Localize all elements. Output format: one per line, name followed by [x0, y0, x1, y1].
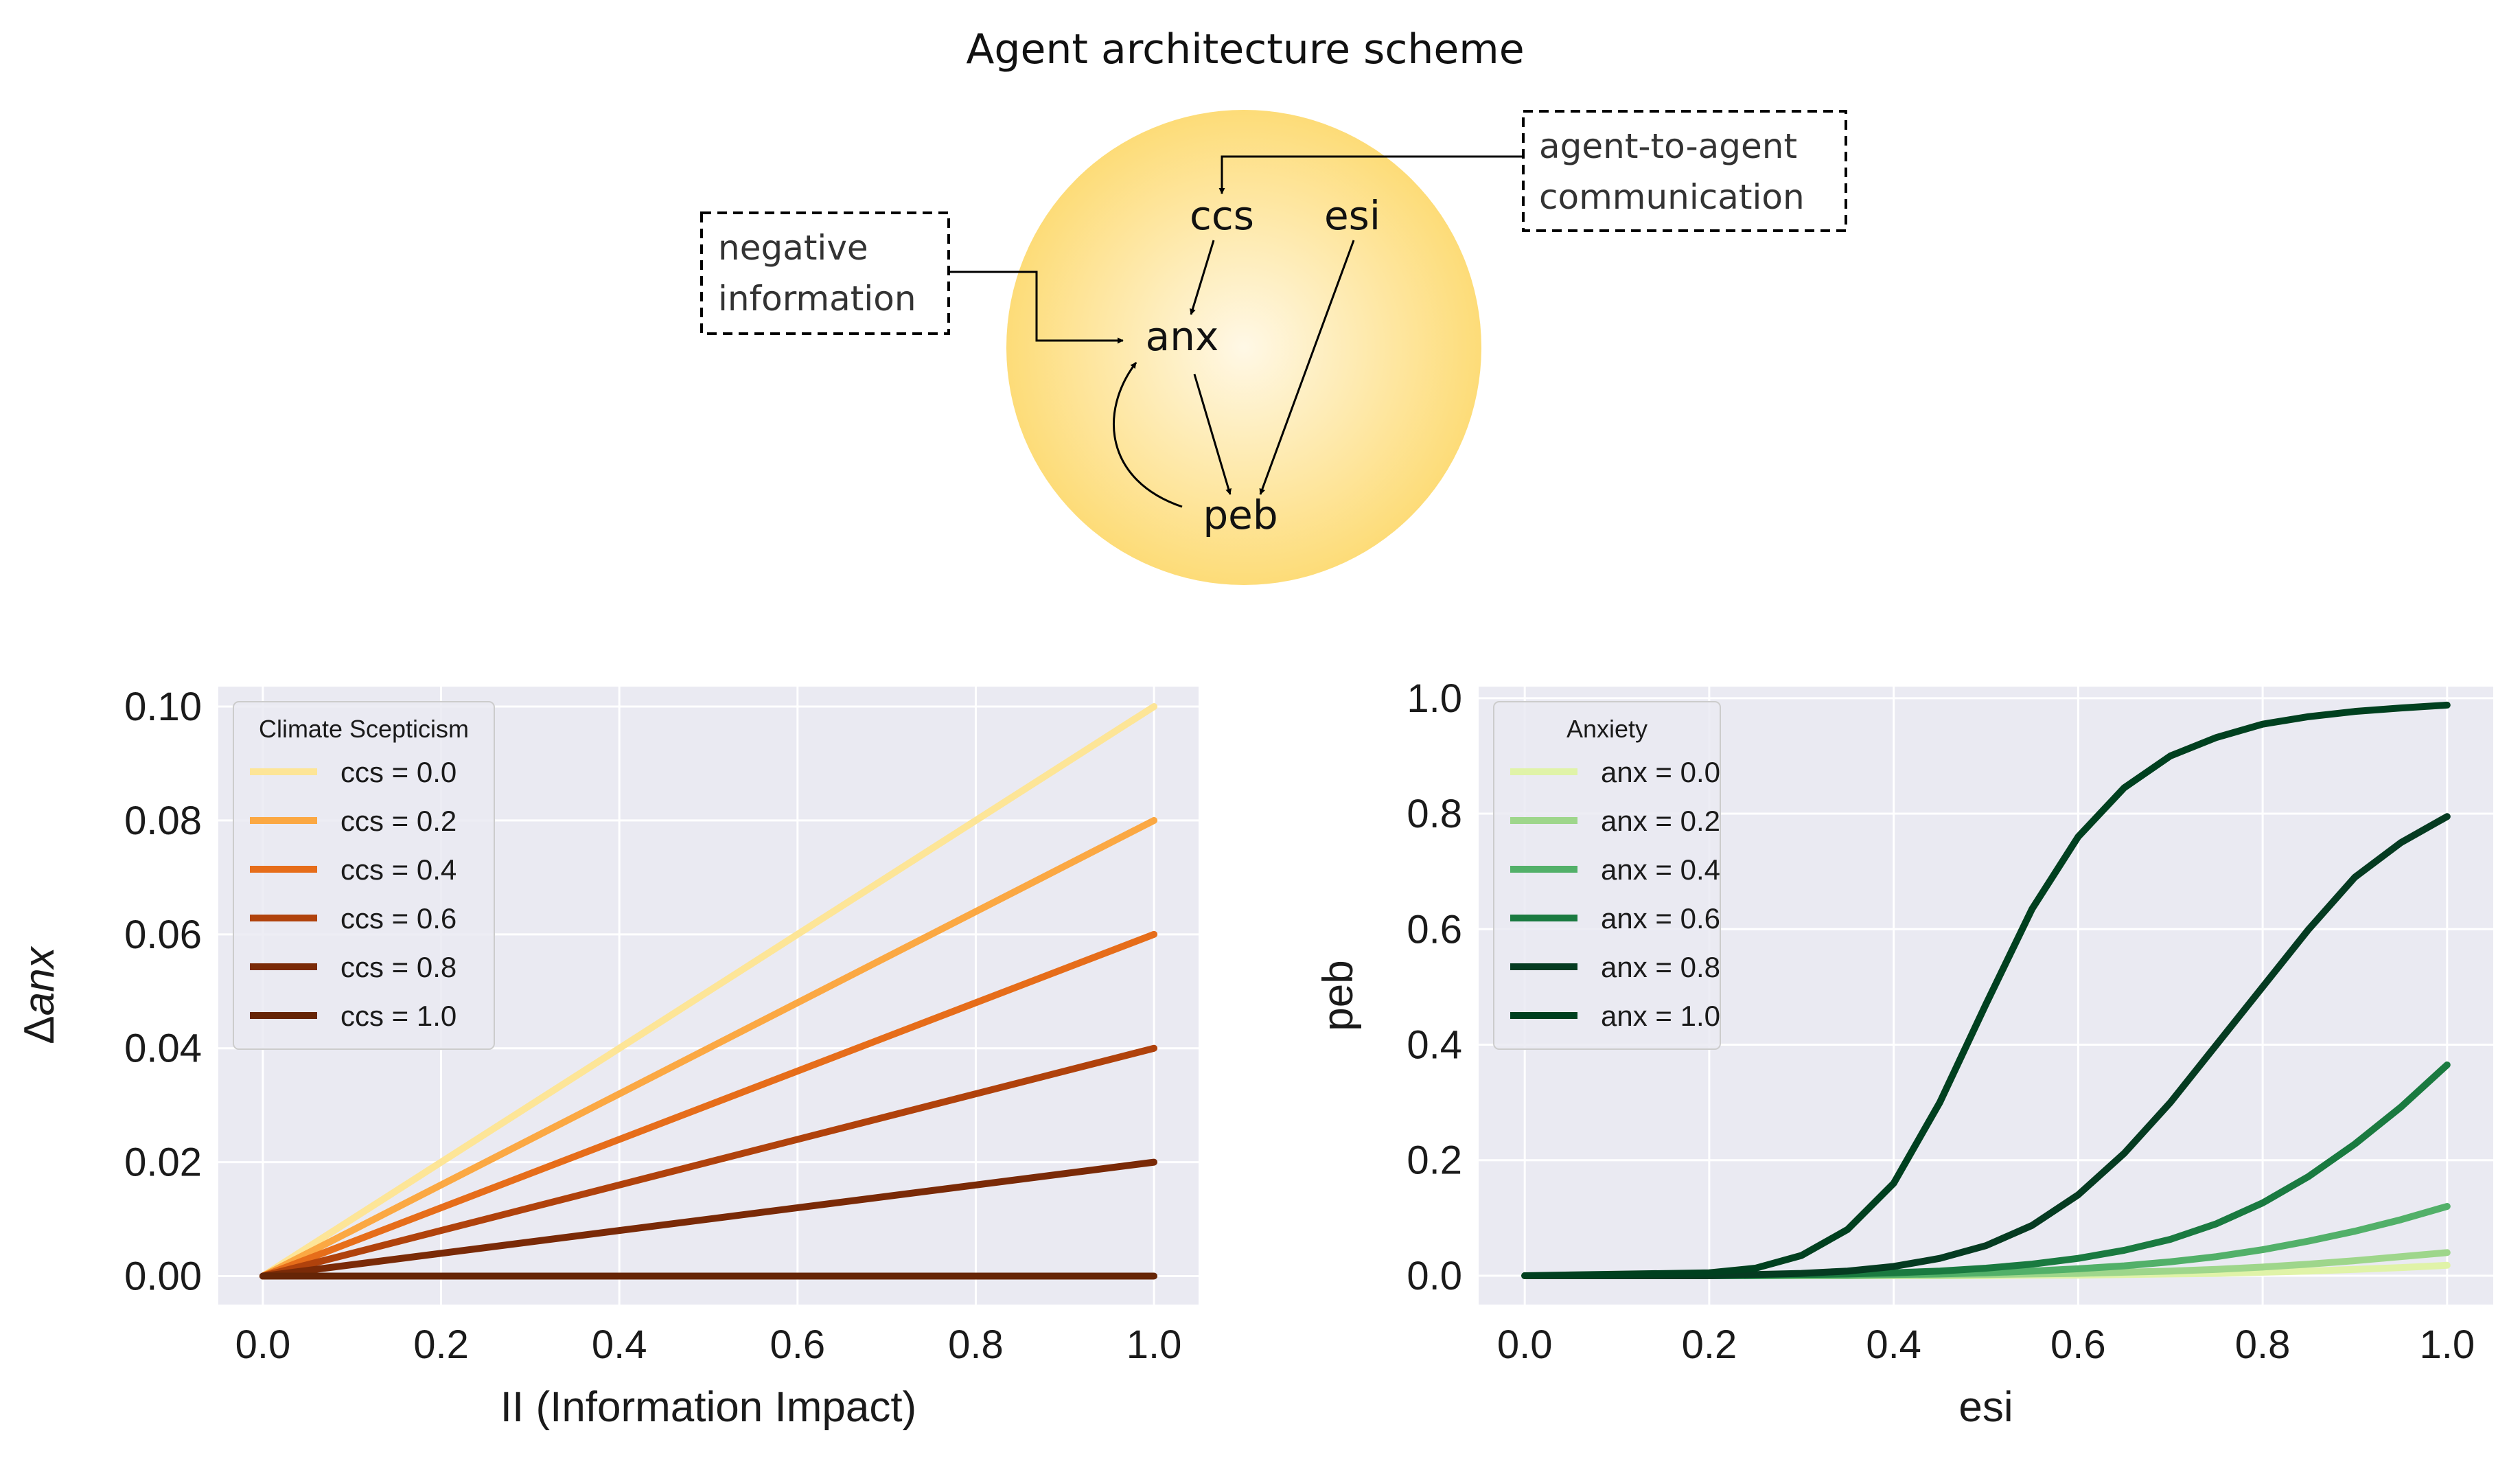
x-tick-label: 0.2: [413, 1322, 469, 1367]
x-tick-label: 0.4: [1866, 1322, 1921, 1367]
legend-entry: ccs = 0.4: [340, 853, 456, 886]
legend-box: [1493, 701, 1721, 1050]
legend-entry: ccs = 0.6: [340, 902, 456, 934]
x-tick-label: 0.8: [948, 1322, 1004, 1367]
legend-entry: ccs = 0.8: [340, 951, 456, 983]
legend-entry: anx = 0.8: [1601, 951, 1720, 983]
series-line: [259, 816, 1158, 1280]
x-tick-label: 0.8: [2235, 1322, 2291, 1367]
x-tick-label: 1.0: [2419, 1322, 2475, 1367]
architecture-diagram: Agent architecture scheme ccs esi anx pe…: [700, 25, 1847, 585]
x-tick-label: 0.0: [235, 1322, 291, 1367]
legend-entry: anx = 0.0: [1601, 756, 1720, 788]
node-peb: peb: [1203, 492, 1278, 538]
y-tick-label: 0.2: [1407, 1138, 1462, 1183]
x-axis-label: II (Information Impact): [500, 1384, 916, 1431]
x-tick-label: 0.0: [1497, 1322, 1553, 1367]
series-lines: [259, 703, 1158, 1280]
negative-information-box: [700, 211, 950, 335]
diagram-title: Agent architecture scheme: [966, 25, 1524, 73]
y-axis-label-anx: anx: [16, 945, 63, 1016]
series-line: [259, 930, 1158, 1280]
x-tick-label: 0.6: [770, 1322, 825, 1367]
agent-box-line-2: communication: [1539, 177, 1805, 217]
legend-title: Anxiety: [1567, 715, 1648, 743]
legend: Anxiety anx = 0.0 anx = 0.2 anx = 0.4 anx = …: [1493, 701, 1721, 1050]
series-line: [1521, 701, 2451, 1279]
arrow-anx-feedback: [1113, 362, 1183, 508]
node-anx: anx: [1146, 313, 1219, 360]
legend-entry: ccs = 0.2: [340, 805, 456, 837]
tick-labels: 0.0 0.2 0.4 0.6 0.8 1.0 0.00 0.02 0.04 0.06 0.08 0.…: [124, 685, 1181, 1367]
legend-entry: anx = 1.0: [1601, 1000, 1720, 1032]
x-axis-label: esi: [1958, 1384, 2013, 1431]
series-line: [259, 1158, 1158, 1280]
arrow-negative-anx: [949, 271, 1124, 344]
series-line: [259, 703, 1158, 1280]
legend-box: [233, 701, 495, 1050]
y-tick-label: 0.00: [124, 1254, 202, 1299]
x-tick-label: 0.2: [1682, 1322, 1737, 1367]
arrow-agent-ccs: [1218, 155, 1523, 194]
x-tick-label: 0.4: [592, 1322, 647, 1367]
y-axis-label: peb: [1315, 960, 1362, 1031]
series-lines: [1521, 701, 2451, 1279]
y-axis-label-delta: Δ: [16, 1016, 63, 1044]
y-tick-label: 0.6: [1407, 907, 1462, 952]
y-tick-label: 0.8: [1407, 792, 1462, 836]
legend-entry: anx = 0.2: [1601, 805, 1720, 837]
arrow-ccs-anx: [1190, 240, 1215, 315]
chart-delta-anx: 0.0 0.2 0.4 0.6 0.8 1.0 0.00 0.02 0.04 0.06 0.08 0.…: [16, 685, 1199, 1431]
negative-box-line-1: negative: [718, 228, 868, 268]
agent-communication-box: [1522, 110, 1847, 232]
x-tick-label: 1.0: [1126, 1322, 1182, 1367]
agent-box-line-1: agent-to-agent: [1539, 126, 1797, 166]
negative-box-line-2: information: [718, 279, 916, 319]
y-tick-label: 0.06: [124, 913, 202, 957]
y-tick-label: 0.0: [1407, 1254, 1462, 1298]
y-tick-label: 0.4: [1407, 1022, 1462, 1067]
legend-entry: anx = 0.6: [1601, 902, 1720, 934]
legend-entry: anx = 0.4: [1601, 853, 1720, 886]
y-tick-label: 0.10: [124, 685, 202, 729]
y-tick-label: 0.02: [124, 1140, 202, 1185]
series-line: [1521, 813, 2451, 1279]
chart-peb: 0.0 0.2 0.4 0.6 0.8 1.0 0.0 0.2 0.4 0.6 0.8 1.0 esi…: [1315, 676, 2493, 1431]
y-tick-label: 0.08: [124, 799, 202, 843]
legend-entry: ccs = 0.0: [340, 756, 456, 788]
legend-title: Climate Scepticism: [259, 715, 469, 743]
x-tick-label: 0.6: [2050, 1322, 2106, 1367]
node-ccs: ccs: [1190, 192, 1254, 239]
arrow-esi-peb: [1259, 240, 1355, 495]
y-tick-label: 1.0: [1407, 676, 1462, 721]
arrow-anx-peb: [1193, 374, 1232, 495]
legend-entry: ccs = 1.0: [340, 1000, 456, 1032]
series-line: [259, 1044, 1158, 1280]
y-axis-label: Δanx: [16, 945, 63, 1044]
legend: Climate Scepticism ccs = 0.0 ccs = 0.2 ccs …: [233, 701, 495, 1050]
y-tick-label: 0.04: [124, 1026, 202, 1071]
node-esi: esi: [1324, 192, 1380, 239]
tick-labels: 0.0 0.2 0.4 0.6 0.8 1.0 0.0 0.2 0.4 0.6 0.8 1.0: [1407, 676, 2475, 1367]
